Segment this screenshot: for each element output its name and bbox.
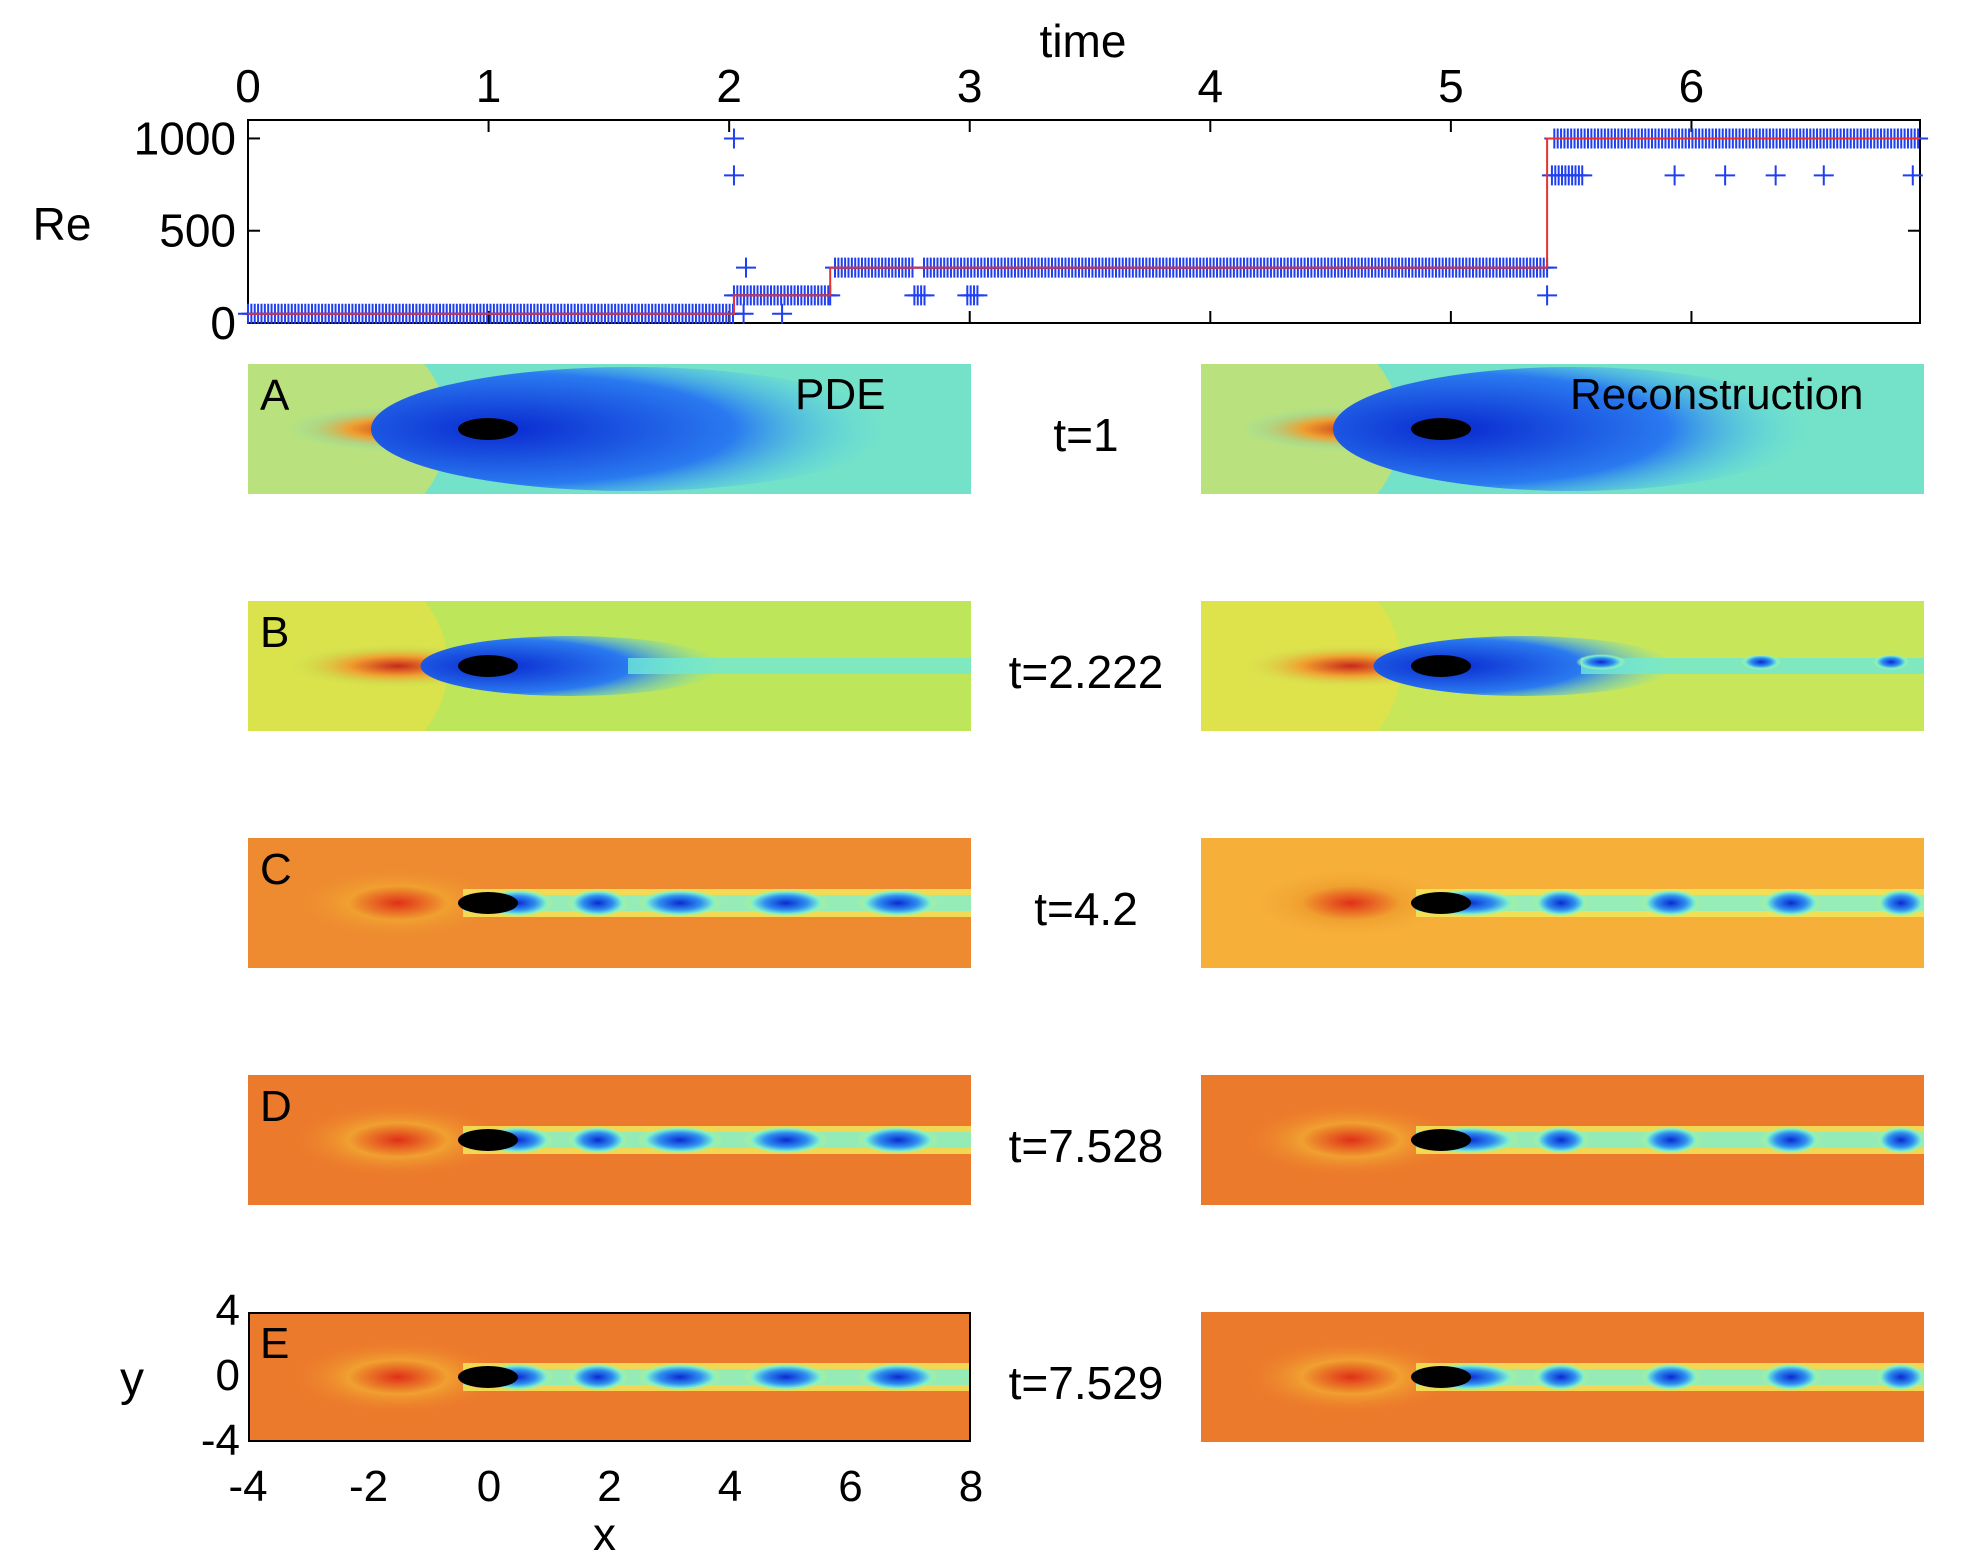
x-tick-label: 5 <box>1438 60 1464 112</box>
panel-letter-e: E <box>260 1319 290 1368</box>
re-marker <box>1572 165 1593 186</box>
re-markers <box>238 128 1929 324</box>
reconstruction-field-d <box>1201 1075 1924 1205</box>
reconstruction-field-a <box>1201 364 1924 494</box>
pde-field-a <box>248 364 971 494</box>
y-tick-label: 0 <box>210 297 236 349</box>
re-marker <box>914 285 935 306</box>
reconstruction-label: Reconstruction <box>1570 370 1864 419</box>
x-tick-labels: 0 1 2 3 4 5 6 <box>235 60 1704 112</box>
axis-tick-marks <box>247 120 1920 324</box>
re-marker <box>1813 165 1834 186</box>
panel-letter-a: A <box>260 371 290 420</box>
y-tick-labels: 0 500 1000 <box>134 112 236 349</box>
pde-field-e <box>248 1312 971 1442</box>
re-marker <box>1715 165 1736 186</box>
plot-frame <box>247 119 1921 324</box>
x-tick-label: 4 <box>1198 60 1224 112</box>
field-x-tick-label: 2 <box>597 1462 622 1511</box>
y-tick-label: 500 <box>159 205 236 257</box>
time-label-a: t=1 <box>1053 409 1119 461</box>
time-label-d: t=7.528 <box>1008 1120 1164 1172</box>
re-marker <box>1537 285 1558 306</box>
x-tick-label: 0 <box>235 60 261 112</box>
time-label-b: t=2.222 <box>1008 646 1164 698</box>
field-x-tick-label: 8 <box>958 1462 984 1511</box>
re-marker <box>733 303 754 324</box>
re-marker <box>1765 165 1786 186</box>
re-step-line <box>248 137 1920 315</box>
re-marker <box>723 128 744 149</box>
panel-letter-c: C <box>260 845 292 894</box>
re-marker <box>735 257 756 278</box>
field-x-tick-label: 4 <box>717 1462 743 1511</box>
pde-label: PDE <box>795 370 886 419</box>
reconstruction-field-e <box>1201 1312 1924 1442</box>
field-y-tick-label: 0 <box>215 1351 240 1400</box>
field-x-tick-label: -4 <box>228 1462 268 1511</box>
re-time-chart: time Re 0 1 2 3 4 5 6 0 500 1000 <box>33 15 1929 349</box>
x-tick-label: 6 <box>1679 60 1705 112</box>
time-label-e: t=7.529 <box>1008 1357 1164 1409</box>
panel-letter-d: D <box>260 1082 292 1131</box>
time-label-c: t=4.2 <box>1034 883 1138 935</box>
field-x-axis-title: x <box>593 1508 616 1560</box>
field-x-tick-label: -2 <box>348 1462 389 1511</box>
field-y-tick-label: 4 <box>215 1286 240 1335</box>
re-marker <box>967 285 988 306</box>
panel-letter-b: B <box>260 608 290 657</box>
reconstruction-field-b <box>1201 601 1924 731</box>
field-x-tick-label: 6 <box>838 1462 863 1511</box>
pde-field-b <box>248 601 971 731</box>
field-x-tick-label: 0 <box>476 1462 502 1511</box>
y-tick-label: 1000 <box>134 112 236 164</box>
field-y-axis-title: y <box>120 1353 144 1406</box>
x-axis-title: time <box>1040 15 1127 67</box>
reconstruction-field-c <box>1201 838 1924 968</box>
re-marker <box>1664 165 1685 186</box>
re-marker <box>772 303 793 324</box>
x-tick-label: 2 <box>716 60 742 112</box>
pde-field-d <box>248 1075 971 1205</box>
y-axis-title: Re <box>33 198 92 250</box>
x-tick-label: 1 <box>476 60 502 112</box>
pde-field-c <box>248 838 971 968</box>
re-marker <box>723 165 744 186</box>
x-tick-label: 3 <box>957 60 983 112</box>
re-marker <box>1902 165 1923 186</box>
field-y-tick-label: -4 <box>200 1416 240 1465</box>
